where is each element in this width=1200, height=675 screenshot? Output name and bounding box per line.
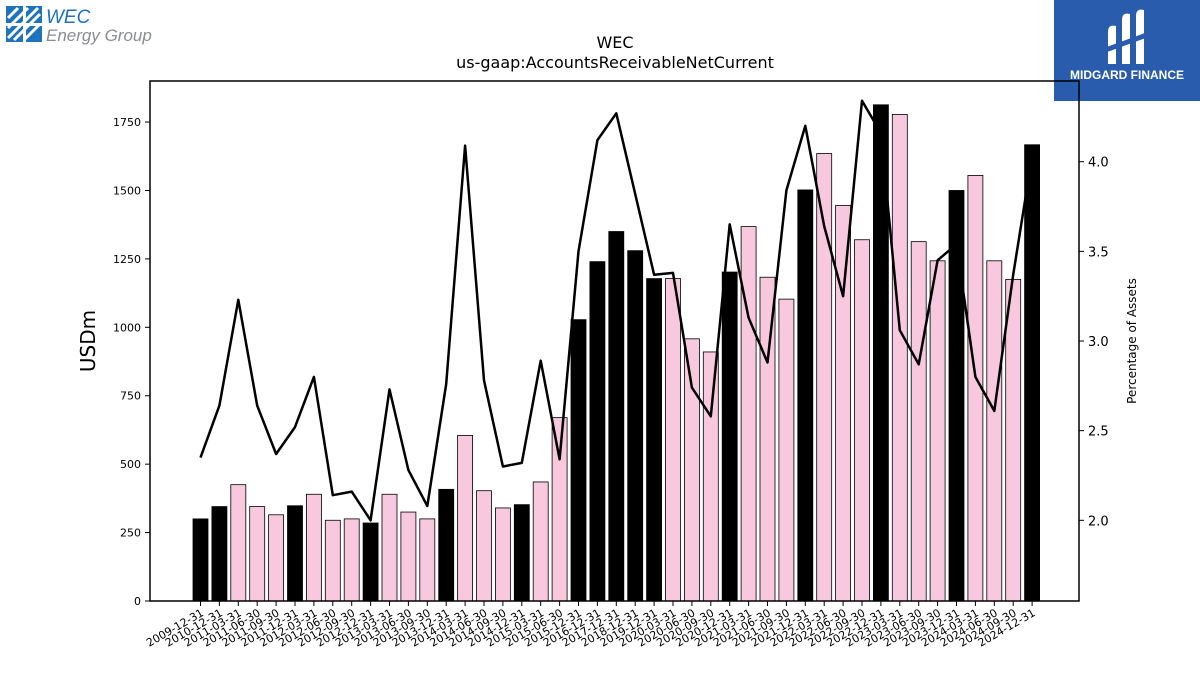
company-name-line1: WEC [46, 7, 91, 28]
chart-title: WEC [596, 33, 633, 52]
midgard-logo-mark-icon [1106, 9, 1146, 65]
right-axis: 2.0 2.5 3.0 3.5 4.0 [1079, 156, 1109, 529]
bar-2009-12-31 [192, 518, 209, 602]
bar-2014-06-30 [476, 490, 492, 602]
bar-2021-03-31 [740, 226, 757, 602]
y-axis-label: USDm [76, 310, 100, 372]
publisher-logo: MIDGARD FINANCE [1054, 0, 1200, 101]
bar-2024-12-31 [1024, 144, 1040, 602]
bar-2024-09-30 [1005, 279, 1022, 602]
bar-2013-03-31 [381, 493, 398, 602]
bar-2014-12-31 [513, 504, 530, 602]
bar-2014-03-31 [457, 435, 474, 602]
x-axis: 2009-12-312010-12-312011-03-312011-06-30… [144, 601, 1038, 650]
bar-2019-12-31 [646, 278, 662, 602]
y2-tick-label: 2.5 [1088, 425, 1109, 440]
bar-2020-03-31 [665, 278, 681, 602]
bar-2015-06-30 [551, 417, 568, 602]
y-tick-label: 0 [134, 595, 141, 608]
publisher-name: MIDGARD FINANCE [1070, 68, 1184, 82]
percentage-of-assets-line [199, 99, 1034, 522]
y-tick-label: 1500 [113, 184, 141, 197]
wec-logo-mark-icon [6, 6, 42, 42]
bar-2012-03-31 [305, 493, 322, 602]
y2-axis-label: Percentage of Assets [1125, 278, 1139, 404]
y-tick-label: 1750 [113, 116, 141, 129]
bar-2021-09-30 [778, 298, 795, 602]
bar-2012-09-30 [343, 518, 360, 602]
bar-2016-12-31 [589, 261, 606, 602]
bar-2023-06-30 [910, 241, 927, 602]
bar-2020-12-31 [721, 271, 738, 602]
bar-2013-06-30 [400, 511, 417, 602]
company-name-line2: Energy Group [46, 26, 152, 45]
chart-subtitle: us-gaap:AccountsReceivableNetCurrent [456, 53, 774, 72]
bar-2018-12-31 [627, 250, 644, 602]
bar-2014-09-30 [494, 507, 511, 602]
bar-2022-09-30 [854, 239, 870, 602]
y2-tick-label: 3.5 [1088, 245, 1109, 260]
y-tick-label: 1250 [113, 253, 141, 266]
bar-2011-03-31 [230, 484, 247, 602]
bar-2015-03-31 [532, 481, 549, 602]
bar-series [192, 104, 1040, 602]
y-tick-label: 250 [120, 527, 141, 540]
bar-2012-12-31 [362, 522, 379, 602]
bar-2024-06-30 [986, 260, 1003, 602]
bar-2015-12-31 [570, 319, 587, 602]
left-axis: 0 250 500 750 1000 1250 1500 1750 [113, 116, 150, 608]
wec-logo: WEC Energy Group [6, 6, 166, 46]
y-tick-label: 750 [120, 390, 141, 403]
bar-2013-09-30 [419, 518, 436, 602]
y2-tick-label: 3.0 [1088, 335, 1109, 350]
bar-2020-06-30 [684, 338, 700, 602]
bar-2021-12-31 [797, 189, 814, 602]
bar-2013-12-31 [438, 488, 455, 602]
y2-tick-label: 2.0 [1088, 514, 1109, 529]
bar-2020-09-30 [702, 351, 719, 602]
bar-2012-06-30 [324, 519, 341, 602]
bar-2023-03-31 [891, 113, 908, 602]
y2-tick-label: 4.0 [1088, 156, 1109, 171]
y-tick-label: 500 [120, 458, 141, 471]
y-tick-label: 1000 [113, 321, 141, 334]
bar-2022-06-30 [835, 205, 851, 602]
bar-2010-12-31 [211, 506, 228, 602]
bar-2017-12-31 [608, 231, 625, 602]
bar-2011-06-30 [249, 506, 266, 602]
bar-2023-09-30 [929, 260, 946, 602]
bar-2011-09-30 [268, 514, 285, 602]
bar-2011-12-31 [287, 505, 303, 602]
